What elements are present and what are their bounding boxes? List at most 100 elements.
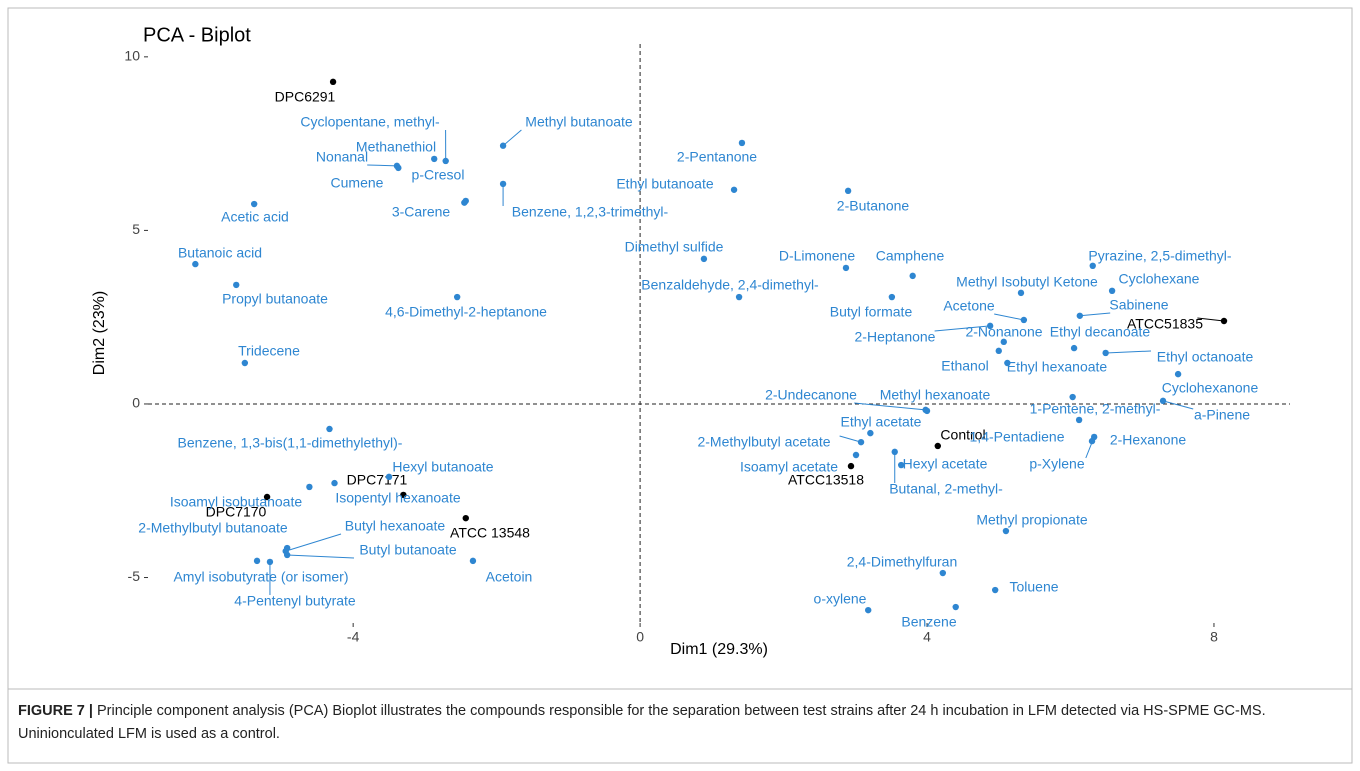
point-label: Ethyl acetate xyxy=(841,414,922,430)
point-label: Toluene xyxy=(1009,579,1058,595)
point-label: DPC7170 xyxy=(206,504,267,520)
point-label: p-Cresol xyxy=(412,167,465,183)
point-label: Benzaldehyde, 2,4-dimethyl- xyxy=(641,277,819,293)
point xyxy=(331,479,338,487)
connector xyxy=(994,313,1024,321)
x-tick-label: 4 xyxy=(923,629,931,645)
point xyxy=(991,586,999,594)
point xyxy=(1220,317,1228,325)
point xyxy=(867,429,874,437)
point-label: Camphene xyxy=(876,248,945,264)
caption-label: FIGURE 7 | xyxy=(18,703,93,719)
point-label: ATCC13518 xyxy=(788,472,864,488)
point-label: 1-Pentene, 2-methyl- xyxy=(1030,401,1161,417)
point-label: Methyl hexanoate xyxy=(880,387,991,403)
point-label: Pyrazine, 2,5-dimethyl- xyxy=(1088,248,1232,264)
point xyxy=(1020,316,1028,324)
connector xyxy=(1085,436,1095,459)
point-label: Butanoic acid xyxy=(178,245,262,261)
point xyxy=(1000,338,1007,346)
point xyxy=(922,406,929,414)
point xyxy=(857,438,865,446)
point-label: Hexyl acetate xyxy=(903,456,988,472)
point xyxy=(898,461,905,469)
point xyxy=(888,293,896,301)
point xyxy=(1076,312,1084,319)
point-label: ATCC 13548 xyxy=(450,525,530,541)
point-label: Ethanol xyxy=(941,358,988,374)
point xyxy=(453,293,461,301)
x-tick-label: 0 xyxy=(636,629,644,645)
point-label: Ethyl hexanoate xyxy=(1007,359,1108,375)
point-label: Butanal, 2-methyl- xyxy=(889,481,1003,497)
point-label: Sabinene xyxy=(1109,297,1168,313)
point xyxy=(462,514,469,522)
point-label: Nonanal xyxy=(316,149,368,165)
point xyxy=(1070,344,1078,352)
point-label: Isopentyl hexanoate xyxy=(335,490,461,506)
point xyxy=(735,293,743,301)
connector xyxy=(287,554,355,559)
point-label: Butyl butanoate xyxy=(359,542,457,558)
point-label: 4-Pentenyl butyrate xyxy=(234,593,356,609)
point xyxy=(192,260,199,268)
y-tick-label: 10 xyxy=(124,48,140,64)
point-label: 2-Nonanone xyxy=(965,324,1042,340)
point xyxy=(499,180,507,188)
y-tick-label: 0 xyxy=(132,395,140,411)
point-label: 2-Pentanone xyxy=(677,149,757,165)
connector xyxy=(502,129,522,147)
point xyxy=(842,264,850,272)
point-label: ATCC51835 xyxy=(1127,316,1203,332)
point-label: Amyl isobutyrate (or isomer) xyxy=(173,569,348,585)
point-label: DPC6291 xyxy=(275,89,336,105)
point xyxy=(263,493,271,501)
point xyxy=(730,186,738,193)
point xyxy=(847,462,855,470)
caption: FIGURE 7 | Principle component analysis … xyxy=(18,700,1338,746)
point-label: Benzene, 1,2,3-trimethyl- xyxy=(512,204,669,220)
point xyxy=(1004,359,1011,367)
point xyxy=(266,558,274,566)
point-label: DPC7171 xyxy=(347,472,408,488)
connector xyxy=(1079,312,1111,317)
point xyxy=(1090,433,1098,441)
point-label: 1,4-Pentadiene xyxy=(970,429,1065,445)
point-label: Propyl butanoate xyxy=(222,291,328,307)
point-label: Dimethyl sulfide xyxy=(625,239,724,255)
point-label: p-Xylene xyxy=(1029,456,1084,472)
point-label: Ethyl octanoate xyxy=(1157,349,1254,365)
x-tick-label: -4 xyxy=(347,629,360,645)
point xyxy=(865,606,872,614)
point xyxy=(461,199,468,206)
point-label: Isoamyl acetate xyxy=(740,459,838,475)
point-label: 3-Carene xyxy=(392,204,451,220)
connector xyxy=(285,533,342,552)
point xyxy=(1159,397,1167,405)
point xyxy=(844,187,852,195)
point xyxy=(939,569,947,577)
point-label: 2-Undecanone xyxy=(765,387,857,403)
point-label: D-Limonene xyxy=(779,248,855,264)
point xyxy=(400,491,407,499)
connector xyxy=(839,435,862,443)
point xyxy=(952,603,959,611)
connector xyxy=(934,325,991,332)
point-label: Hexyl butanoate xyxy=(392,459,493,475)
point xyxy=(1017,289,1025,297)
point-label: Methyl butanoate xyxy=(525,114,633,130)
point-label: 2-Hexanone xyxy=(1110,432,1186,448)
point-label: 2-Butanone xyxy=(837,198,910,214)
point xyxy=(306,483,313,491)
point-label: Benzene xyxy=(901,614,956,630)
point xyxy=(986,322,994,330)
point-label: 4,6-Dimethyl-2-heptanone xyxy=(385,304,547,320)
point-label: Benzene, 1,3-bis(1,1-dimethylethyl)- xyxy=(178,435,403,451)
point-label: Control xyxy=(940,427,985,443)
point xyxy=(891,448,898,456)
point xyxy=(329,78,337,86)
x-tick-label: 8 xyxy=(1210,629,1218,645)
connector xyxy=(854,402,926,411)
